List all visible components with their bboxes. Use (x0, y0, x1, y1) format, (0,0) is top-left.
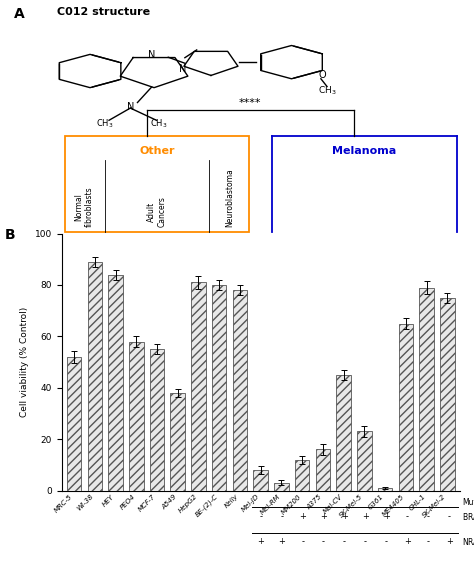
Y-axis label: Cell viability (% Control): Cell viability (% Control) (20, 307, 29, 417)
Bar (337, 375, 351, 491)
Text: B: B (5, 228, 15, 242)
Text: +: + (278, 537, 285, 547)
Text: NRAS$^{Q61R}$: NRAS$^{Q61R}$ (462, 536, 474, 548)
Text: -: - (259, 512, 262, 522)
Text: ****: **** (239, 98, 262, 107)
Text: O: O (319, 71, 326, 81)
Bar (88, 262, 102, 491)
Bar (171, 393, 185, 491)
Text: +: + (299, 512, 306, 522)
Bar (295, 460, 310, 491)
Text: N: N (127, 102, 134, 112)
Text: -: - (448, 512, 451, 522)
Bar (419, 287, 434, 491)
Text: A: A (14, 6, 25, 20)
Text: +: + (320, 512, 327, 522)
Text: N: N (179, 64, 186, 74)
Text: -: - (343, 537, 346, 547)
Text: +: + (383, 512, 390, 522)
Bar (212, 285, 227, 491)
Text: Other: Other (139, 146, 175, 157)
Text: +: + (362, 512, 369, 522)
Text: +: + (341, 512, 348, 522)
Text: +: + (404, 537, 411, 547)
Bar (357, 432, 372, 491)
Bar (254, 470, 268, 491)
Text: CH$_3$: CH$_3$ (95, 117, 113, 130)
Bar (150, 349, 164, 491)
Text: BRAF$^{V600E}$: BRAF$^{V600E}$ (462, 510, 474, 523)
Bar (233, 290, 247, 491)
Text: -: - (301, 537, 304, 547)
Text: -: - (427, 512, 430, 522)
Text: Neuroblastoma: Neuroblastoma (225, 168, 234, 227)
Text: -: - (385, 537, 388, 547)
Bar (65, 136, 249, 232)
Bar (316, 450, 330, 491)
Text: CH$_3$: CH$_3$ (318, 85, 337, 98)
Text: CH$_3$: CH$_3$ (150, 117, 168, 130)
Bar (378, 488, 392, 491)
Bar (108, 274, 123, 491)
Text: Adult
Cancers: Adult Cancers (147, 196, 167, 227)
Text: -: - (364, 537, 367, 547)
Bar (274, 483, 289, 491)
Text: -: - (427, 537, 430, 547)
Bar (129, 342, 144, 491)
Text: Melanoma: Melanoma (332, 146, 397, 157)
Bar (191, 283, 206, 491)
Bar (399, 324, 413, 491)
Text: +: + (257, 537, 264, 547)
Text: -: - (406, 512, 409, 522)
Text: Mutation: Mutation (462, 498, 474, 507)
Text: -: - (322, 537, 325, 547)
Bar (440, 298, 455, 491)
Text: N: N (148, 50, 155, 60)
Text: Normal
fibroblasts: Normal fibroblasts (75, 186, 94, 227)
Bar (67, 357, 82, 491)
Text: -: - (280, 512, 283, 522)
Text: +: + (446, 537, 453, 547)
Text: C012 structure: C012 structure (57, 6, 150, 17)
